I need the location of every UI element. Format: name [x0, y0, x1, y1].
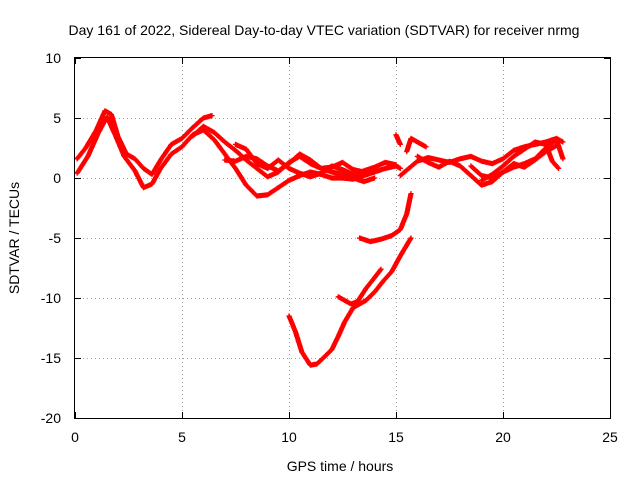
series-arc-g: [404, 135, 429, 155]
point-markers: [286, 235, 414, 368]
series-arc-j: [468, 137, 566, 181]
point-markers: [74, 108, 215, 177]
point-markers: [232, 141, 399, 180]
series-arc-k: [479, 139, 562, 183]
point-markers: [74, 114, 403, 199]
grid-lines: [75, 58, 610, 418]
y-tick-label: -5: [49, 230, 62, 246]
y-tick-labels: -20 -15 -10 -5 0 5 10: [41, 50, 61, 426]
data-points: [74, 108, 566, 368]
series-arc-b: [74, 114, 403, 199]
y-tick-label: -15: [41, 350, 61, 366]
y-tick-label: 5: [53, 110, 61, 126]
series-arc-f: [393, 132, 403, 147]
series-arc-c: [190, 123, 378, 185]
series-arc-d: [222, 151, 378, 175]
x-tick-label: 10: [281, 429, 297, 445]
x-tick-label: 0: [71, 429, 79, 445]
point-markers: [468, 137, 566, 181]
point-markers: [222, 151, 378, 175]
plot-frame: [74, 57, 611, 419]
x-tick-label: 5: [178, 429, 186, 445]
chart-title: Day 161 of 2022, Sidereal Day-to-day VTE…: [69, 22, 580, 38]
y-tick-label: 10: [45, 50, 61, 66]
point-markers: [393, 132, 403, 147]
y-tick-label: 0: [53, 170, 61, 186]
point-markers: [335, 266, 384, 307]
x-tick-label: 20: [495, 429, 511, 445]
y-axis-label: SDTVAR / TECUs: [6, 182, 22, 294]
point-markers: [190, 123, 378, 185]
y-tick-label: -10: [41, 290, 61, 306]
y-tick-label: -20: [41, 410, 61, 426]
series-arc-m: [286, 235, 414, 368]
x-tick-label: 25: [602, 429, 618, 445]
series-arc-n: [335, 266, 384, 307]
point-markers: [479, 139, 562, 183]
point-markers: [414, 143, 560, 188]
x-axis-label: GPS time / hours: [287, 458, 394, 474]
series-arc-i: [414, 143, 560, 188]
series-arc-e: [232, 141, 399, 180]
series-arc-l: [357, 191, 414, 245]
point-markers: [357, 191, 414, 245]
point-markers: [404, 135, 429, 155]
x-tick-labels: 0 5 10 15 20 25: [71, 429, 618, 445]
series-arc-a: [74, 108, 215, 177]
x-tick-label: 15: [388, 429, 404, 445]
